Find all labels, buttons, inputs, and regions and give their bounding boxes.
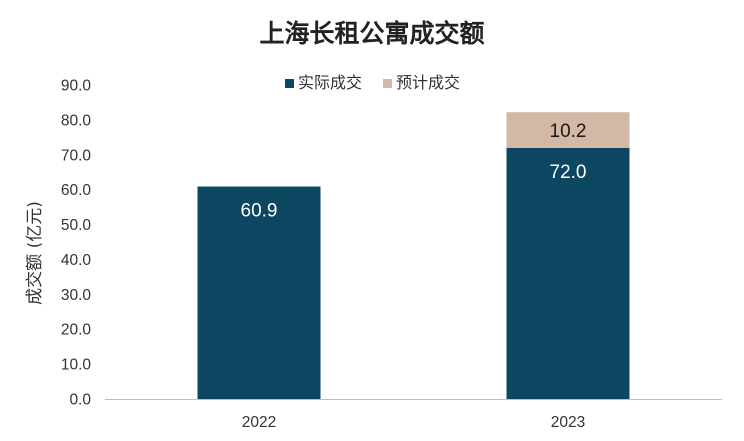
y-tick-label: 0.0 (69, 392, 91, 409)
y-axis: 0.0 10.0 20.0 30.0 40.0 50.0 60.0 70.0 80.0 90.0 (61, 78, 92, 409)
y-tick-label: 70.0 (61, 147, 92, 164)
legend-swatch-1 (285, 79, 294, 88)
y-tick-label: 10.0 (61, 357, 92, 374)
y-tick-label: 30.0 (61, 287, 92, 304)
data-label: 60.9 (241, 201, 278, 222)
bar-2023-2 (506, 112, 630, 148)
y-tick-label: 60.0 (61, 182, 92, 199)
bars: 60.9 72.0 10.2 (197, 112, 630, 399)
y-tick-label: 90.0 (61, 78, 92, 95)
x-axis: 2022 2023 (242, 414, 585, 431)
y-axis-label: 成交额 (亿元) (25, 201, 45, 305)
legend-label-1: 实际成交 (298, 73, 362, 92)
bar-2022-1 (197, 186, 321, 399)
legend-label-2: 预计成交 (396, 73, 460, 92)
x-tick-label: 2023 (551, 414, 585, 431)
chart-title: 上海长租公寓成交额 (259, 19, 484, 48)
y-tick-label: 50.0 (61, 217, 92, 234)
y-tick-label: 80.0 (61, 112, 92, 129)
data-label: 72.0 (550, 162, 587, 183)
bar-2023-1 (506, 147, 630, 399)
y-tick-label: 40.0 (61, 252, 92, 269)
legend-swatch-2 (383, 79, 392, 88)
x-tick-label: 2022 (242, 414, 276, 431)
y-tick-label: 20.0 (61, 322, 92, 339)
chart-legend: 实际成交 预计成交 (285, 73, 460, 92)
data-label: 10.2 (550, 121, 587, 142)
